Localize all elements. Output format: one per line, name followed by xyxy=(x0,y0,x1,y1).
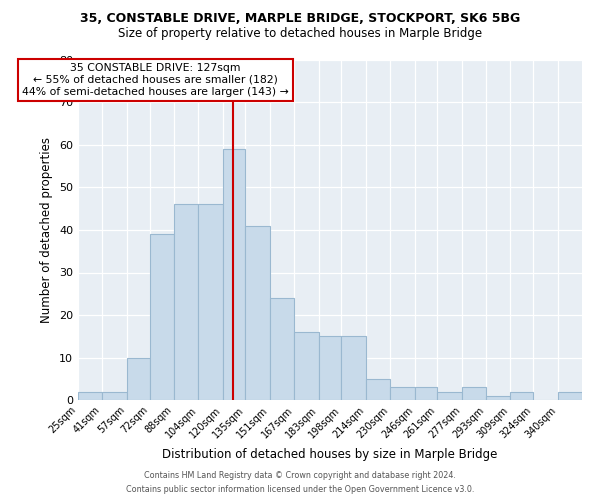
Text: Contains HM Land Registry data © Crown copyright and database right 2024.: Contains HM Land Registry data © Crown c… xyxy=(144,471,456,480)
Bar xyxy=(390,387,415,400)
Text: Size of property relative to detached houses in Marple Bridge: Size of property relative to detached ho… xyxy=(118,28,482,40)
Bar xyxy=(103,392,127,400)
Bar xyxy=(223,149,245,400)
Bar xyxy=(127,358,149,400)
Text: 35, CONSTABLE DRIVE, MARPLE BRIDGE, STOCKPORT, SK6 5BG: 35, CONSTABLE DRIVE, MARPLE BRIDGE, STOC… xyxy=(80,12,520,26)
Bar xyxy=(78,392,103,400)
Text: Contains public sector information licensed under the Open Government Licence v3: Contains public sector information licen… xyxy=(126,485,474,494)
Bar xyxy=(174,204,198,400)
Bar xyxy=(511,392,533,400)
Bar xyxy=(270,298,294,400)
Bar xyxy=(341,336,366,400)
Bar xyxy=(462,387,486,400)
Bar xyxy=(294,332,319,400)
Bar xyxy=(198,204,223,400)
Bar xyxy=(149,234,174,400)
Bar xyxy=(366,379,390,400)
Bar xyxy=(437,392,462,400)
Bar xyxy=(557,392,582,400)
Bar xyxy=(319,336,341,400)
Bar xyxy=(486,396,511,400)
Y-axis label: Number of detached properties: Number of detached properties xyxy=(40,137,53,323)
X-axis label: Distribution of detached houses by size in Marple Bridge: Distribution of detached houses by size … xyxy=(163,448,497,461)
Text: 35 CONSTABLE DRIVE: 127sqm
← 55% of detached houses are smaller (182)
44% of sem: 35 CONSTABLE DRIVE: 127sqm ← 55% of deta… xyxy=(22,64,289,96)
Bar xyxy=(245,226,270,400)
Bar xyxy=(415,387,437,400)
